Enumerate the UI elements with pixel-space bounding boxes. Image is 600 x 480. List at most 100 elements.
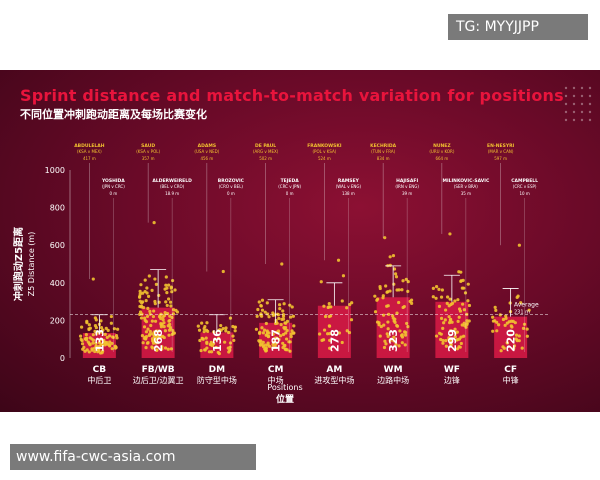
data-point	[386, 334, 390, 339]
data-point	[519, 301, 523, 305]
data-point	[163, 311, 167, 315]
data-point	[116, 327, 120, 331]
data-point	[444, 344, 448, 348]
data-point	[165, 290, 169, 295]
data-point	[109, 314, 113, 319]
data-point	[260, 326, 264, 330]
data-point	[205, 321, 209, 325]
y-tick-label: 800	[50, 204, 65, 213]
data-point	[447, 315, 451, 319]
data-point	[449, 302, 453, 307]
data-point	[168, 325, 172, 329]
y-tick-label: 600	[50, 241, 65, 250]
data-point	[516, 294, 520, 298]
data-point	[105, 335, 109, 340]
min-player-name: ALDERWEIRELD	[152, 178, 192, 184]
min-player-match: (CRC v JPN)	[278, 184, 301, 189]
data-point	[280, 317, 284, 321]
data-point	[284, 337, 289, 341]
bar-value-label: 133	[93, 329, 106, 352]
data-point	[444, 339, 448, 343]
data-point	[86, 340, 90, 344]
min-player-distance: 10 m	[519, 191, 529, 196]
data-point	[159, 325, 163, 329]
data-point	[448, 232, 452, 236]
x-tick-label-cn: 边锋	[444, 375, 460, 385]
data-point	[449, 339, 453, 343]
data-point	[266, 334, 271, 338]
data-point	[382, 345, 387, 350]
data-point	[141, 291, 145, 295]
data-point	[274, 320, 278, 324]
data-point	[259, 304, 263, 308]
data-point	[505, 341, 510, 345]
data-point	[381, 294, 385, 298]
data-point	[265, 329, 269, 333]
data-point	[276, 312, 280, 316]
data-point	[281, 332, 286, 337]
watermark-bottom: www.fifa-cwc-asia.com	[10, 444, 256, 470]
data-point	[144, 337, 148, 341]
data-point	[199, 348, 203, 353]
data-point	[155, 348, 159, 352]
max-player-match: (POL v KSA)	[312, 149, 336, 154]
data-point	[385, 290, 389, 294]
data-point	[217, 352, 221, 356]
y-tick-label: 400	[50, 279, 65, 288]
data-point	[167, 283, 171, 287]
data-point	[168, 300, 173, 304]
data-point	[154, 335, 158, 339]
data-point	[459, 279, 463, 283]
data-point	[218, 328, 222, 332]
data-point	[460, 323, 464, 327]
x-tick-label-cn: 进攻型中场	[314, 375, 354, 385]
data-point	[448, 329, 453, 333]
data-point	[445, 301, 449, 306]
data-point	[163, 287, 167, 291]
data-point	[457, 307, 462, 311]
data-point	[491, 329, 495, 333]
data-point	[221, 326, 225, 331]
data-point	[91, 333, 95, 337]
min-player-match: (SER v BRA)	[454, 184, 478, 189]
data-point	[213, 337, 217, 341]
data-point	[146, 294, 151, 298]
min-player-distance: 0 m	[227, 191, 235, 196]
x-tick-label-cn: 防守型中场	[197, 375, 237, 385]
data-point	[282, 325, 286, 330]
data-point	[400, 288, 404, 292]
min-player-match: (CRO v BEL)	[219, 184, 244, 189]
data-point	[392, 335, 396, 339]
data-point	[165, 303, 169, 308]
data-point	[431, 295, 435, 299]
data-point	[161, 318, 165, 322]
data-point	[347, 330, 352, 335]
max-player-name: SAUD	[141, 143, 155, 149]
data-point	[495, 329, 499, 333]
data-point	[502, 346, 506, 350]
max-player-match: (ARG v MEX)	[253, 149, 279, 154]
data-point	[457, 337, 462, 341]
data-point	[386, 327, 390, 331]
data-point	[327, 324, 332, 328]
data-point	[323, 314, 328, 319]
data-point	[504, 314, 508, 318]
data-point	[85, 348, 89, 352]
data-point	[441, 341, 445, 345]
data-point	[233, 325, 237, 329]
data-point	[257, 331, 262, 335]
data-point	[79, 325, 84, 329]
data-point	[142, 325, 147, 329]
data-point	[99, 325, 104, 330]
y-axis-label: Z5 Distance (m)	[27, 232, 36, 297]
max-player-name: KECHRIDA	[370, 143, 397, 149]
data-point	[140, 334, 145, 338]
data-point	[150, 346, 155, 350]
data-point	[108, 334, 112, 338]
data-point	[285, 328, 289, 333]
data-point	[227, 330, 231, 335]
data-point	[93, 324, 98, 328]
data-point	[256, 307, 260, 312]
chart-panel: Sprint distance and match-to-match varia…	[0, 70, 600, 412]
data-point	[91, 338, 96, 342]
